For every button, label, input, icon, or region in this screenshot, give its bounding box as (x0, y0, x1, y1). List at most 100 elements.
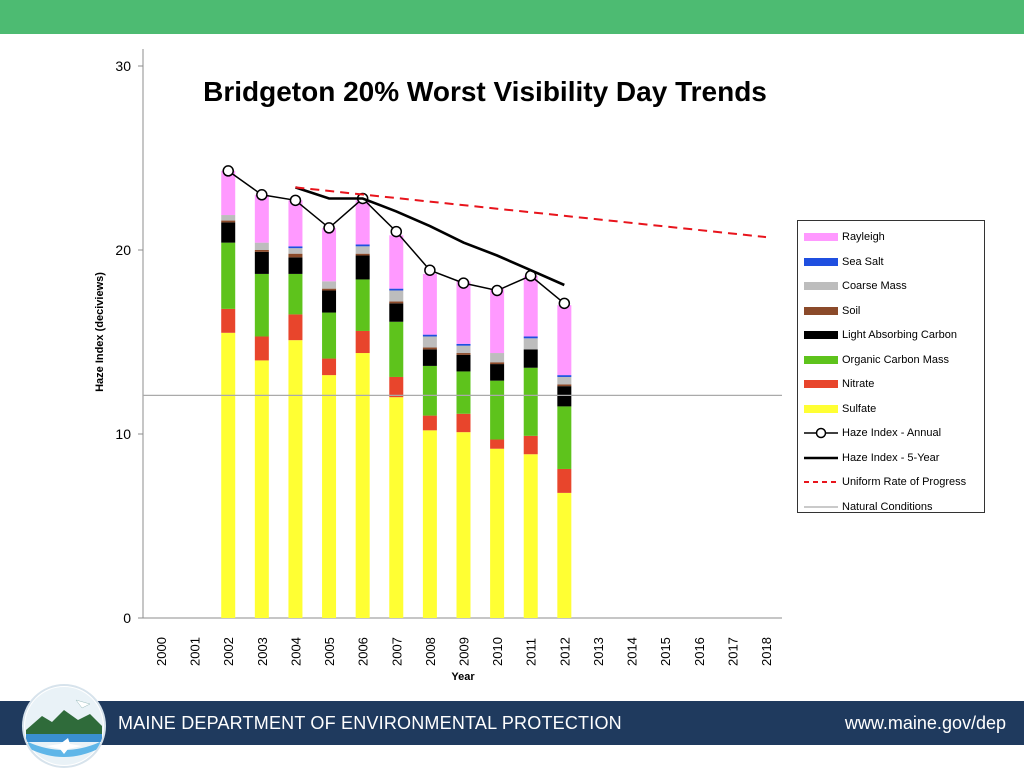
haze-annual-point (424, 264, 436, 276)
top-accent-bar (0, 0, 1024, 34)
bar-segment (456, 354, 471, 372)
bar-segment (490, 362, 505, 365)
legend-label: Haze Index - Annual (842, 427, 942, 440)
legend-swatch-marker (815, 428, 827, 439)
bar-segment (490, 380, 505, 440)
bar-segment (288, 253, 303, 258)
x-tick-label: 2003 (255, 637, 270, 666)
legend-swatch-fill (804, 380, 838, 389)
chart-title: Bridgeton 20% Worst Visibility Day Trend… (203, 76, 767, 107)
x-tick-label: 2012 (557, 637, 572, 666)
legend-item: Light Absorbing Carbon (798, 323, 984, 348)
x-tick-label: 2001 (188, 637, 203, 666)
bar-segment (288, 248, 303, 254)
legend-label: Natural Conditions (842, 500, 933, 513)
haze-annual-point (289, 194, 302, 207)
legend-item: Nitrate (798, 372, 984, 397)
legend-swatch-fill (804, 355, 838, 364)
bar-segment (422, 430, 437, 618)
bar-segment (288, 246, 303, 249)
y-tick-label: 0 (123, 610, 131, 626)
bar-segment (322, 375, 337, 618)
uniform-progress-line (295, 186, 767, 239)
bar-segment (221, 220, 236, 223)
x-tick-label: 2014 (625, 637, 640, 666)
x-tick-label: 2013 (591, 637, 606, 666)
bar-segment (322, 288, 337, 291)
bar-segment (422, 336, 437, 348)
x-tick-label: 2018 (759, 637, 774, 666)
bar-segment (389, 321, 404, 377)
bar-segment (355, 255, 370, 280)
chart-legend: Rayleigh Sea Salt Coarse Mass Soil Light Abs… (797, 220, 985, 513)
bar-segment (456, 432, 471, 618)
bar-segment (456, 413, 471, 433)
x-tick-label: 2002 (221, 637, 236, 666)
legend-item: Haze Index - Annual (798, 421, 984, 446)
bar-segment (288, 257, 303, 274)
legend-item: Coarse Mass (798, 274, 984, 299)
trend-lines (143, 165, 782, 396)
bar-segment (254, 242, 269, 250)
bar-segment (490, 439, 505, 449)
legend-swatch (804, 377, 838, 391)
legend-item: Haze Index - 5-Year (798, 446, 984, 471)
axis-ticks: 0 10 20 30 2000 2001 2002 2003 2004 2005 2006 2007 2… (115, 58, 774, 666)
logo-emblem-icon (25, 687, 103, 765)
x-tick-label: 2004 (288, 637, 303, 666)
legend-swatch (804, 500, 838, 514)
x-tick-label: 2011 (524, 638, 539, 666)
y-axis-label: Haze Index (deciviews) (94, 272, 106, 392)
haze-annual-point (323, 222, 335, 234)
legend-swatch-fill (804, 233, 838, 242)
legend-swatch (804, 328, 838, 342)
bar-segment (355, 353, 370, 618)
legend-swatch (804, 402, 838, 416)
legend-swatch-fill (804, 306, 838, 315)
bar-segment (456, 371, 471, 414)
bar-segment (254, 336, 269, 361)
x-tick-label: 2009 (457, 637, 472, 666)
bar-segment (557, 305, 572, 376)
legend-label: Rayleigh (842, 231, 885, 244)
y-tick-label: 20 (115, 242, 131, 258)
bar-segment (557, 406, 572, 469)
x-tick-label: 2010 (490, 637, 505, 666)
legend-swatch (804, 475, 838, 489)
bar-segment (254, 250, 269, 252)
bar-segment (456, 345, 471, 354)
haze-annual-point (491, 284, 503, 297)
x-tick-label: 2007 (389, 637, 404, 666)
bar-segment (422, 365, 437, 416)
x-tick-label: 2008 (423, 637, 438, 666)
bar-segment (557, 384, 572, 387)
legend-swatch-fill (804, 404, 838, 413)
bar-segment (389, 397, 404, 618)
legend-label: Sea Salt (842, 255, 884, 268)
bar-segment (523, 275, 538, 337)
legend-item: Soil (798, 299, 984, 324)
footer-url-link[interactable]: www.maine.gov/dep (844, 713, 1006, 733)
bar-segment (322, 358, 337, 376)
bar-segment (490, 364, 505, 381)
legend-item: Uniform Rate of Progress (798, 470, 984, 495)
footer-organization: MAINE DEPARTMENT OF ENVIRONMENTAL PROTEC… (118, 713, 622, 733)
legend-swatch (804, 255, 838, 269)
bar-segment (523, 454, 538, 618)
y-tick-label: 30 (115, 58, 131, 74)
legend-label: Haze Index - 5-Year (842, 451, 940, 464)
haze-annual-point (390, 225, 403, 238)
haze-annual-point (256, 189, 268, 201)
bar-segment (523, 435, 538, 455)
legend-item: Sulfate (798, 397, 984, 422)
bar-segment (557, 376, 572, 385)
bar-segment (322, 227, 337, 282)
x-axis-label: Year (451, 671, 475, 683)
bar-segment (322, 290, 337, 313)
bar-segment (422, 349, 437, 366)
haze-annual-point (222, 165, 234, 177)
legend-swatch (804, 304, 838, 318)
bar-segment (221, 222, 236, 243)
legend-swatch-fill (804, 282, 838, 291)
bar-segment (355, 279, 370, 331)
